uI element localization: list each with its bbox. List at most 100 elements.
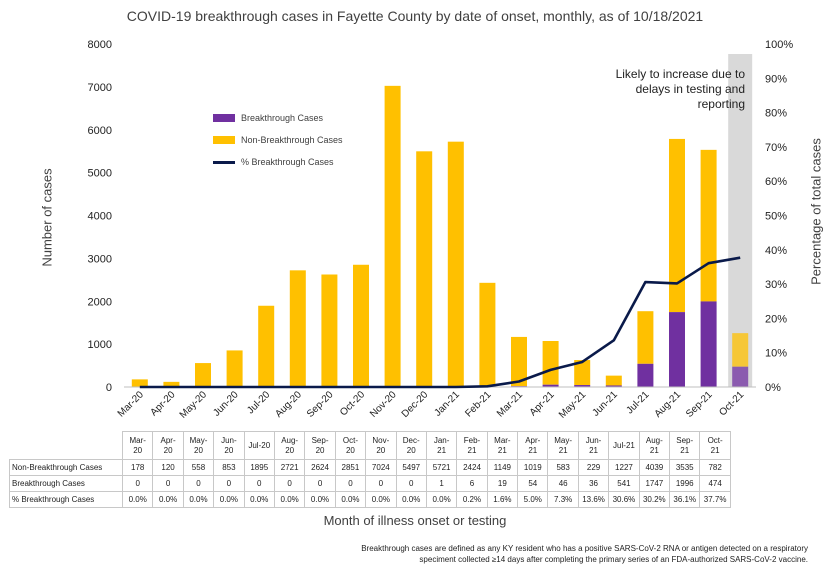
table-cell: 0.0%: [395, 491, 427, 508]
bar-non-breakthrough: [605, 375, 622, 386]
table-row-label: Non-Breakthrough Cases: [9, 459, 123, 476]
table-cell: 229: [577, 459, 610, 476]
bar-breakthrough: [605, 385, 622, 387]
table-cell: 19: [486, 475, 519, 492]
table-header-cell: Apr- 20: [152, 431, 184, 460]
legend-label-percent: % Breakthrough Cases: [241, 157, 334, 167]
table-cell: 1149: [486, 459, 519, 476]
bar-non-breakthrough: [195, 363, 211, 387]
x-axis-title: Month of illness onset or testing: [323, 513, 507, 528]
partial-month-highlight: [728, 54, 753, 387]
table-header-cell: Jul-20: [243, 431, 275, 460]
x-tick-label: Apr-21: [528, 389, 557, 418]
table-cell: 558: [182, 459, 215, 476]
y-tick-label: 1000: [88, 339, 112, 351]
table-cell: 0.0%: [365, 491, 397, 508]
table-cell: 0.0%: [243, 491, 275, 508]
table-header-cell: Mar- 20: [121, 431, 154, 460]
y-tick-label: 5000: [88, 168, 112, 180]
bar-non-breakthrough: [447, 141, 464, 387]
y-tick-label: 6000: [88, 125, 112, 137]
x-tick-label: Mar-21: [495, 389, 525, 419]
table-cell: 0: [182, 475, 215, 492]
x-tick-label: Jun-20: [211, 389, 241, 419]
table-cell: 1227: [608, 459, 640, 476]
x-tick-label: Feb-21: [463, 389, 493, 419]
bar-non-breakthrough: [416, 151, 433, 387]
bar-non-breakthrough: [732, 333, 749, 367]
bar-non-breakthrough: [163, 381, 180, 387]
table-cell: 0.0%: [273, 491, 306, 508]
x-tick-label: Oct-20: [338, 389, 367, 418]
table-cell: 0.0%: [121, 491, 154, 508]
table-cell: 541: [608, 475, 640, 492]
bar-non-breakthrough: [289, 270, 306, 387]
legend-label-non-breakthrough: Non-Breakthrough Cases: [241, 135, 343, 145]
table-header-cell: Sep- 21: [669, 431, 701, 460]
table-cell: 5497: [395, 459, 427, 476]
table-cell: 0.0%: [182, 491, 215, 508]
table-cell: 30.6%: [608, 491, 640, 508]
table-cell: 1895: [243, 459, 275, 476]
y-tick-label: 7000: [88, 82, 112, 94]
table-cell: 6: [456, 475, 488, 492]
legend-swatch-breakthrough: [213, 114, 235, 122]
table-header-cell: May- 21: [547, 431, 579, 460]
table-cell: 853: [213, 459, 245, 476]
table-cell: 46: [547, 475, 579, 492]
y2-tick-label: 50%: [765, 211, 787, 223]
table-cell: 1019: [517, 459, 549, 476]
table-cell: 1747: [638, 475, 671, 492]
table-cell: 0.0%: [425, 491, 458, 508]
table-cell: 0: [395, 475, 427, 492]
table-cell: 0: [273, 475, 306, 492]
line-percent-breakthrough: [139, 256, 741, 389]
legend-swatch-non-breakthrough: [213, 136, 235, 144]
bar-non-breakthrough: [479, 282, 496, 387]
table-cell: 37.7%: [699, 491, 731, 508]
table-header-cell: Nov- 20: [365, 431, 397, 460]
table-cell: 0.0%: [213, 491, 245, 508]
x-tick-label: Sep-20: [305, 389, 336, 420]
table-cell: 178: [121, 459, 154, 476]
table-corner: [9, 431, 123, 460]
x-tick-label: Mar-20: [116, 389, 146, 419]
x-tick-label: May-21: [557, 389, 589, 421]
y2-tick-label: 60%: [765, 176, 787, 188]
y-axis-title: Number of cases: [39, 168, 55, 267]
table-cell: 0.0%: [334, 491, 367, 508]
table-cell: 1: [425, 475, 458, 492]
table-cell: 36: [577, 475, 610, 492]
table-cell: 0: [152, 475, 184, 492]
bar-non-breakthrough: [258, 305, 275, 387]
x-tick-label: Jul-21: [624, 389, 651, 416]
footnote: Breakthrough cases are defined as any KY…: [361, 544, 808, 564]
table-row: % Breakthrough Cases 0.0% 0.0% 0.0% 0.0% 0.0%…: [9, 491, 731, 508]
bar-non-breakthrough: [321, 274, 338, 387]
table-cell: 0: [365, 475, 397, 492]
x-tick-label: Aug-20: [273, 389, 304, 420]
table-header-cell: Apr- 21: [517, 431, 549, 460]
table-header-cell: Feb- 21: [456, 431, 488, 460]
y2-tick-label: 90%: [765, 73, 787, 85]
table-cell: 1.6%: [486, 491, 519, 508]
table-header-cell: Mar- 21: [486, 431, 519, 460]
legend-line-percent: [213, 160, 235, 164]
bar-non-breakthrough: [511, 336, 527, 387]
table-cell: 474: [699, 475, 731, 492]
y-tick-label: 3000: [88, 253, 112, 265]
table-cell: 2721: [273, 459, 306, 476]
table-header-cell: Aug- 21: [638, 431, 671, 460]
table-cell: 7024: [365, 459, 397, 476]
table-header-cell: Oct- 20: [334, 431, 367, 460]
bar-non-breakthrough: [353, 264, 369, 387]
table-cell: 36.1%: [669, 491, 701, 508]
table-cell: 0: [213, 475, 245, 492]
table-header-cell: Sep- 20: [304, 431, 336, 460]
table-cell: 0: [121, 475, 154, 492]
table-cell: 583: [547, 459, 579, 476]
y2-tick-label: 40%: [765, 245, 787, 257]
y-tick-label: 4000: [88, 211, 112, 223]
y-tick-label: 0: [106, 382, 112, 394]
